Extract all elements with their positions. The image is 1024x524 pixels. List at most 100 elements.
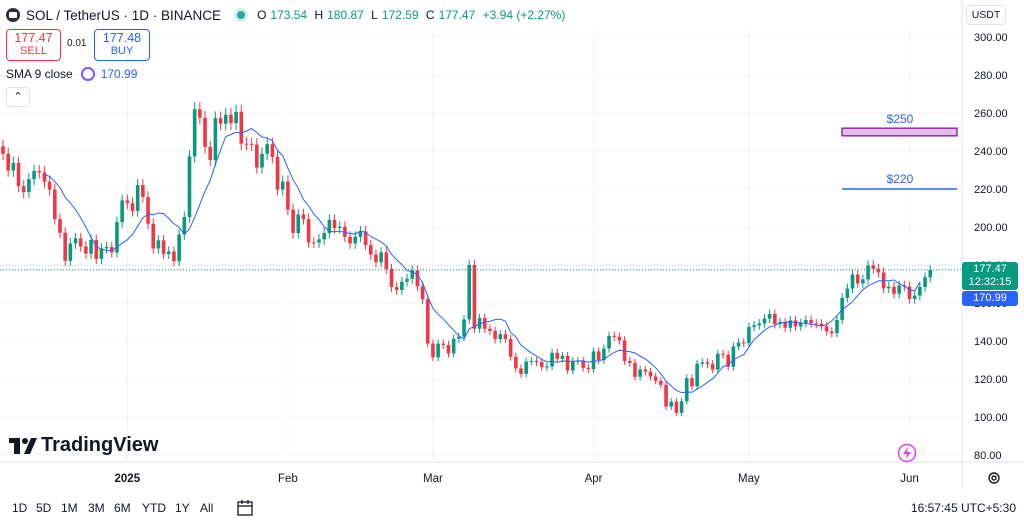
indicator-legend[interactable]: SMA 9 close 170.99 (6, 67, 137, 81)
y-tick-label: 100.00 (974, 412, 1008, 424)
candle-body (115, 222, 119, 253)
candle-body (451, 338, 456, 354)
range-all[interactable]: All (200, 501, 214, 515)
candle-body (529, 360, 534, 362)
candle-body (736, 342, 741, 347)
currency-selector[interactable]: USDT (966, 5, 1006, 25)
gear-icon[interactable] (987, 471, 1001, 485)
candle-body (886, 286, 891, 289)
candle-body (446, 344, 451, 354)
buy-button[interactable]: 177.48 BUY (94, 29, 150, 61)
range-1m[interactable]: 1M (61, 501, 78, 515)
flash-icon[interactable] (897, 443, 917, 463)
y-tick-label: 220.00 (974, 184, 1008, 196)
low-label: L (371, 8, 378, 22)
candle-body (591, 351, 596, 370)
candle-body (374, 254, 378, 263)
candle-body (301, 214, 306, 220)
candle-body (229, 114, 233, 124)
candle-body (747, 326, 751, 344)
range-6m[interactable]: 6M (114, 501, 131, 515)
candle-body (84, 246, 88, 254)
candle-body (172, 251, 176, 262)
target-label-250: $250 (887, 112, 914, 126)
candle-body (457, 336, 461, 339)
candle-body (565, 355, 570, 371)
candle-body (11, 162, 16, 171)
candle-body (731, 346, 736, 367)
candle-body (804, 319, 808, 324)
target-box-250[interactable] (841, 127, 958, 137)
candle-body (208, 146, 212, 160)
candle-body (296, 214, 301, 234)
candle-series (1, 102, 933, 417)
candle-body (762, 318, 767, 324)
open-label: O (257, 8, 267, 22)
candle-body (607, 335, 611, 349)
candle-body (861, 279, 865, 284)
candle-body (539, 361, 544, 368)
candle-body (467, 265, 471, 320)
buy-price: 177.48 (102, 31, 142, 45)
candle-body (431, 343, 435, 358)
candle-body (596, 351, 601, 361)
low-value: 172.59 (381, 8, 419, 22)
chevron-up-icon[interactable]: ⌃ (6, 87, 30, 107)
candle-body (42, 172, 47, 182)
high-value: 180.87 (327, 8, 364, 22)
sma-price-label[interactable]: 170.99 (962, 291, 1018, 306)
clock[interactable]: 16:57:45 UTC+5:30 (910, 501, 1016, 515)
candle-body (679, 401, 684, 413)
range-5d[interactable]: 5D (36, 501, 52, 515)
candle-body (420, 286, 425, 300)
last-price-label[interactable]: 177.47 12:32:15 (962, 262, 1018, 290)
symbol-title[interactable]: SOL / TetherUS · 1D · BINANCE (26, 7, 222, 23)
calendar-icon[interactable] (236, 499, 254, 517)
candle-body (524, 361, 528, 374)
range-3m[interactable]: 3M (88, 501, 105, 515)
candle-body (353, 236, 358, 244)
x-tick-label: Jun (900, 473, 919, 485)
candle-body (783, 322, 787, 328)
logo-icon (6, 8, 20, 22)
candle-body (809, 319, 813, 324)
candle-body (627, 360, 632, 363)
candle-body (560, 355, 565, 359)
candle-body (653, 376, 658, 381)
candle-body (47, 181, 52, 190)
y-tick-label: 260.00 (974, 108, 1008, 120)
candle-body (312, 242, 316, 244)
candle-body (78, 238, 83, 247)
sell-button[interactable]: 177.47 SELL (6, 29, 61, 61)
candle-body (218, 118, 223, 124)
sma-line (44, 127, 921, 394)
x-tick-label: May (738, 473, 760, 485)
candle-body (68, 243, 73, 261)
candle-body (389, 268, 394, 288)
candle-body (291, 209, 295, 234)
range-1y[interactable]: 1Y (175, 501, 190, 515)
candle-body (244, 143, 249, 145)
candle-body (99, 248, 104, 259)
sma-price-value: 170.99 (973, 292, 1007, 304)
candle-body (410, 270, 415, 279)
x-axis[interactable]: 2025 Feb Mar Apr May Jun (115, 473, 919, 485)
close-value: 177.47 (438, 8, 476, 22)
candle-body (255, 144, 259, 168)
range-ytd[interactable]: YTD (142, 501, 166, 515)
candle-body (876, 268, 881, 273)
range-1d[interactable]: 1D (12, 501, 28, 515)
candle-body (265, 144, 269, 154)
candle-body (332, 219, 337, 229)
brand-logo: TradingView (9, 434, 158, 457)
y-axis[interactable]: 80.00100.00120.00140.00160.00180.00200.0… (974, 32, 1008, 462)
candle-body (363, 231, 368, 246)
settings-cycle-icon[interactable] (80, 67, 95, 81)
tradingview-logo-icon (9, 437, 37, 454)
candle-body (545, 366, 549, 368)
change-value: +3.94 (+2.27%) (482, 8, 566, 22)
y-tick-label: 120.00 (974, 374, 1008, 386)
candle-body (788, 320, 793, 328)
candle-body (94, 239, 99, 259)
